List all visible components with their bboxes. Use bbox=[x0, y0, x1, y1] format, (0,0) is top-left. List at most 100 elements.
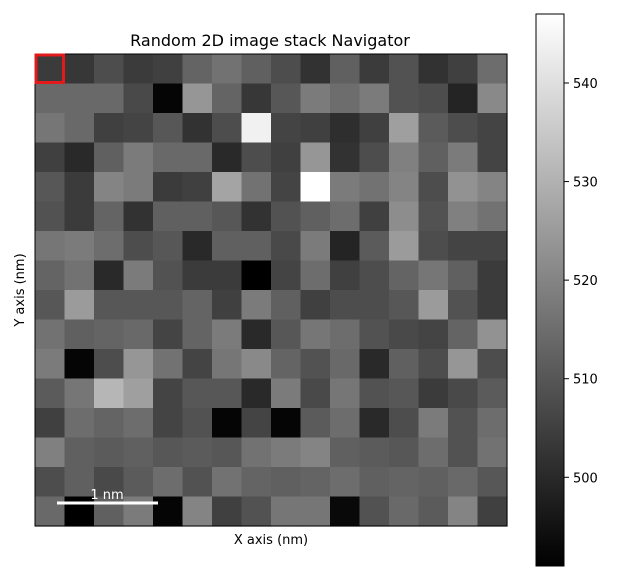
heatmap-cell[interactable] bbox=[94, 231, 125, 262]
heatmap-cell[interactable] bbox=[477, 142, 508, 173]
heatmap-cell[interactable] bbox=[418, 142, 449, 173]
heatmap-cell[interactable] bbox=[241, 496, 272, 527]
heatmap-cell[interactable] bbox=[271, 408, 302, 439]
heatmap-cell[interactable] bbox=[330, 467, 361, 498]
heatmap-cell[interactable] bbox=[35, 437, 66, 468]
heatmap-cell[interactable] bbox=[212, 172, 243, 203]
heatmap-cell[interactable] bbox=[389, 231, 420, 262]
heatmap-cell[interactable] bbox=[448, 349, 479, 380]
heatmap-cell[interactable] bbox=[64, 319, 95, 350]
heatmap-cell[interactable] bbox=[153, 54, 184, 85]
heatmap-cell[interactable] bbox=[477, 54, 508, 85]
heatmap-cell[interactable] bbox=[418, 231, 449, 262]
heatmap-cell[interactable] bbox=[271, 172, 302, 203]
heatmap-cell[interactable] bbox=[418, 349, 449, 380]
heatmap-cell[interactable] bbox=[212, 319, 243, 350]
heatmap-cell[interactable] bbox=[182, 83, 213, 114]
heatmap-cell[interactable] bbox=[64, 437, 95, 468]
heatmap-cell[interactable] bbox=[330, 349, 361, 380]
heatmap-cell[interactable] bbox=[94, 408, 125, 439]
heatmap-cell[interactable] bbox=[271, 54, 302, 85]
heatmap-cell[interactable] bbox=[153, 496, 184, 527]
heatmap-cell[interactable] bbox=[300, 54, 331, 85]
heatmap-cell[interactable] bbox=[94, 83, 125, 114]
heatmap-cell[interactable] bbox=[123, 319, 154, 350]
heatmap-cell[interactable] bbox=[418, 467, 449, 498]
heatmap-cell[interactable] bbox=[389, 408, 420, 439]
heatmap-cell[interactable] bbox=[35, 408, 66, 439]
heatmap-cell[interactable] bbox=[448, 83, 479, 114]
heatmap-cell[interactable] bbox=[35, 142, 66, 173]
heatmap-cell[interactable] bbox=[35, 496, 66, 527]
heatmap-cell[interactable] bbox=[330, 378, 361, 409]
heatmap-cell[interactable] bbox=[448, 437, 479, 468]
heatmap-cell[interactable] bbox=[212, 378, 243, 409]
heatmap-cell[interactable] bbox=[389, 113, 420, 144]
heatmap-cell[interactable] bbox=[153, 231, 184, 262]
heatmap-cell[interactable] bbox=[389, 83, 420, 114]
heatmap-cell[interactable] bbox=[359, 201, 390, 232]
heatmap-cell[interactable] bbox=[64, 378, 95, 409]
heatmap-cell[interactable] bbox=[64, 201, 95, 232]
heatmap-cell[interactable] bbox=[212, 54, 243, 85]
heatmap-cell[interactable] bbox=[182, 378, 213, 409]
heatmap-cell[interactable] bbox=[271, 496, 302, 527]
heatmap-cell[interactable] bbox=[418, 378, 449, 409]
heatmap-cell[interactable] bbox=[418, 437, 449, 468]
heatmap-cell[interactable] bbox=[212, 496, 243, 527]
heatmap-cell[interactable] bbox=[389, 260, 420, 291]
heatmap-cell[interactable] bbox=[271, 231, 302, 262]
heatmap-cell[interactable] bbox=[182, 142, 213, 173]
heatmap-cell[interactable] bbox=[153, 83, 184, 114]
heatmap-cell[interactable] bbox=[212, 408, 243, 439]
heatmap-cell[interactable] bbox=[212, 113, 243, 144]
heatmap-cell[interactable] bbox=[153, 319, 184, 350]
heatmap-cell[interactable] bbox=[182, 467, 213, 498]
heatmap-cell[interactable] bbox=[300, 378, 331, 409]
heatmap-cell[interactable] bbox=[389, 142, 420, 173]
heatmap-cell[interactable] bbox=[64, 260, 95, 291]
heatmap-cell[interactable] bbox=[418, 83, 449, 114]
heatmap-cell[interactable] bbox=[94, 290, 125, 321]
heatmap-cell[interactable] bbox=[448, 290, 479, 321]
heatmap-cell[interactable] bbox=[182, 54, 213, 85]
heatmap-cell[interactable] bbox=[389, 201, 420, 232]
heatmap-cell[interactable] bbox=[448, 54, 479, 85]
heatmap-cell[interactable] bbox=[153, 113, 184, 144]
heatmap-cell[interactable] bbox=[123, 290, 154, 321]
heatmap-cell[interactable] bbox=[153, 378, 184, 409]
heatmap-cell[interactable] bbox=[64, 113, 95, 144]
heatmap-cell[interactable] bbox=[271, 437, 302, 468]
heatmap-cell[interactable] bbox=[212, 290, 243, 321]
heatmap-cell[interactable] bbox=[448, 319, 479, 350]
heatmap-cell[interactable] bbox=[477, 83, 508, 114]
heatmap-cell[interactable] bbox=[389, 349, 420, 380]
heatmap-cell[interactable] bbox=[300, 142, 331, 173]
heatmap-cell[interactable] bbox=[477, 172, 508, 203]
heatmap-cell[interactable] bbox=[300, 437, 331, 468]
heatmap-cell[interactable] bbox=[212, 437, 243, 468]
heatmap-cell[interactable] bbox=[241, 172, 272, 203]
heatmap-cell[interactable] bbox=[359, 349, 390, 380]
heatmap-cell[interactable] bbox=[241, 378, 272, 409]
heatmap-cell[interactable] bbox=[241, 83, 272, 114]
heatmap-cell[interactable] bbox=[330, 260, 361, 291]
heatmap-cell[interactable] bbox=[418, 54, 449, 85]
heatmap-cell[interactable] bbox=[330, 319, 361, 350]
heatmap-cell[interactable] bbox=[389, 467, 420, 498]
heatmap-cell[interactable] bbox=[94, 201, 125, 232]
heatmap-cell[interactable] bbox=[182, 319, 213, 350]
heatmap-cell[interactable] bbox=[241, 142, 272, 173]
heatmap-cell[interactable] bbox=[477, 378, 508, 409]
heatmap-cell[interactable] bbox=[64, 349, 95, 380]
heatmap-cell[interactable] bbox=[359, 113, 390, 144]
heatmap-cell[interactable] bbox=[359, 54, 390, 85]
heatmap-cell[interactable] bbox=[389, 172, 420, 203]
heatmap-cell[interactable] bbox=[448, 142, 479, 173]
heatmap-cell[interactable] bbox=[330, 113, 361, 144]
heatmap-cell[interactable] bbox=[389, 496, 420, 527]
heatmap-cell[interactable] bbox=[271, 319, 302, 350]
heatmap-cell[interactable] bbox=[271, 290, 302, 321]
heatmap-cell[interactable] bbox=[35, 231, 66, 262]
heatmap-cell[interactable] bbox=[64, 54, 95, 85]
